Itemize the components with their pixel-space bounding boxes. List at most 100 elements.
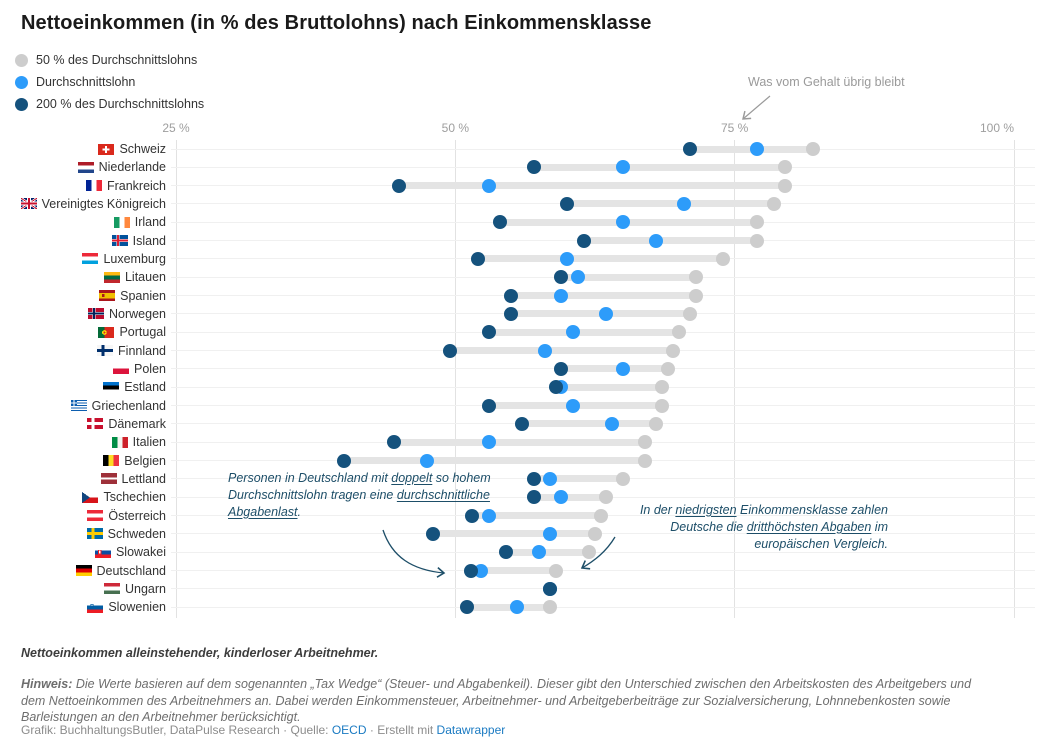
dot-200-percent[interactable]: [560, 196, 575, 211]
dot-average-wage[interactable]: [420, 453, 435, 468]
dot-200-percent[interactable]: [463, 563, 478, 578]
dot-50-percent[interactable]: [682, 306, 697, 321]
dot-200-percent[interactable]: [481, 398, 496, 413]
country-name: Spanien: [120, 288, 166, 303]
dot-50-percent[interactable]: [716, 251, 731, 266]
dot-200-percent[interactable]: [493, 215, 508, 230]
flag-lt-icon: [103, 271, 120, 283]
dot-50-percent[interactable]: [582, 545, 597, 560]
dot-50-percent[interactable]: [777, 178, 792, 193]
dot-average-wage[interactable]: [532, 545, 547, 560]
dot-50-percent[interactable]: [750, 215, 764, 230]
dot-50-percent[interactable]: [615, 471, 630, 486]
dot-average-wage[interactable]: [615, 215, 630, 230]
dot-200-percent[interactable]: [543, 581, 558, 596]
dot-50-percent[interactable]: [655, 398, 670, 413]
dot-average-wage[interactable]: [750, 142, 764, 156]
dot-50-percent[interactable]: [655, 380, 670, 395]
row-label-de: Deutschland: [0, 563, 166, 579]
dot-200-percent[interactable]: [548, 380, 563, 395]
dot-200-percent[interactable]: [515, 416, 530, 431]
dot-200-percent[interactable]: [425, 526, 440, 541]
dot-50-percent[interactable]: [777, 160, 792, 175]
row-label-pt: Portugal: [0, 324, 166, 340]
dot-200-percent[interactable]: [526, 471, 541, 486]
dot-average-wage[interactable]: [543, 471, 558, 486]
dot-average-wage[interactable]: [615, 361, 630, 376]
dot-average-wage[interactable]: [571, 270, 586, 285]
dot-average-wage[interactable]: [481, 435, 496, 450]
dot-50-percent[interactable]: [649, 416, 664, 431]
row-label-fr: Frankreich: [0, 178, 166, 194]
dot-200-percent[interactable]: [481, 325, 496, 340]
dot-50-percent[interactable]: [638, 435, 653, 450]
dot-50-percent[interactable]: [750, 233, 764, 248]
source-link-oecd[interactable]: OECD: [331, 723, 367, 737]
flag-is-icon: [111, 235, 128, 247]
dot-200-percent[interactable]: [465, 508, 480, 523]
dot-200-percent[interactable]: [386, 435, 401, 450]
dot-200-percent[interactable]: [336, 453, 351, 468]
dot-average-wage[interactable]: [481, 508, 496, 523]
dot-200-percent[interactable]: [392, 178, 407, 193]
dot-average-wage[interactable]: [554, 490, 569, 505]
dot-50-percent[interactable]: [543, 600, 558, 615]
country-name: Schweden: [107, 526, 166, 541]
dot-200-percent[interactable]: [442, 343, 457, 358]
dot-50-percent[interactable]: [805, 142, 820, 156]
dot-average-wage[interactable]: [604, 416, 619, 431]
dot-50-percent[interactable]: [593, 508, 608, 523]
dot-50-percent[interactable]: [588, 526, 602, 541]
dot-200-percent[interactable]: [504, 306, 519, 321]
dot-50-percent[interactable]: [548, 563, 563, 578]
dot-50-percent[interactable]: [688, 270, 703, 285]
dot-200-percent[interactable]: [526, 160, 541, 175]
dot-200-percent[interactable]: [554, 361, 569, 376]
dot-average-wage[interactable]: [554, 288, 569, 303]
footnote-method: Hinweis: Die Werte basieren auf dem soge…: [21, 676, 996, 726]
flag-cz-icon: [82, 491, 99, 503]
dot-50-percent[interactable]: [766, 196, 781, 211]
row-label-es: Spanien: [0, 288, 166, 304]
dot-average-wage[interactable]: [565, 325, 580, 340]
row-label-be: Belgien: [0, 453, 166, 469]
dot-average-wage[interactable]: [615, 160, 630, 175]
row-label-cz: Tschechien: [0, 489, 166, 505]
dot-50-percent[interactable]: [671, 325, 686, 340]
dot-200-percent[interactable]: [682, 142, 697, 156]
dot-50-percent[interactable]: [660, 361, 675, 376]
dot-200-percent[interactable]: [504, 288, 519, 303]
row-label-ch: Schweiz: [0, 141, 166, 157]
dot-200-percent[interactable]: [459, 600, 474, 615]
tool-link-datawrapper[interactable]: Datawrapper: [436, 723, 506, 737]
range-bar: [518, 420, 660, 428]
dot-average-wage[interactable]: [565, 398, 580, 413]
dot-50-percent[interactable]: [666, 343, 681, 358]
range-bar: [530, 163, 789, 171]
dot-200-percent[interactable]: [526, 490, 541, 505]
dot-average-wage[interactable]: [677, 196, 692, 211]
dot-200-percent[interactable]: [470, 251, 485, 266]
country-name: Schweiz: [119, 142, 166, 156]
dot-50-percent[interactable]: [638, 453, 653, 468]
dot-average-wage[interactable]: [474, 563, 489, 578]
dot-average-wage[interactable]: [599, 306, 614, 321]
range-bar: [580, 237, 761, 245]
x-gridline: [734, 140, 736, 618]
credit-line: Grafik: BuchhaltungsButler, DataPulse Re…: [21, 723, 505, 737]
range-bar: [552, 383, 666, 391]
annotation-germany-average: Personen in Deutschland mit doppelt so h…: [228, 470, 491, 521]
dot-average-wage[interactable]: [509, 600, 524, 615]
dot-200-percent[interactable]: [498, 545, 513, 560]
dot-average-wage[interactable]: [543, 526, 558, 541]
dot-average-wage[interactable]: [649, 233, 664, 248]
dot-average-wage[interactable]: [537, 343, 552, 358]
dot-200-percent[interactable]: [554, 270, 569, 285]
dot-200-percent[interactable]: [576, 233, 591, 248]
range-bar: [463, 603, 554, 611]
dot-50-percent[interactable]: [599, 490, 614, 505]
dot-50-percent[interactable]: [688, 288, 703, 303]
country-name: Litauen: [124, 270, 166, 285]
dot-average-wage[interactable]: [481, 178, 496, 193]
dot-average-wage[interactable]: [560, 251, 575, 266]
